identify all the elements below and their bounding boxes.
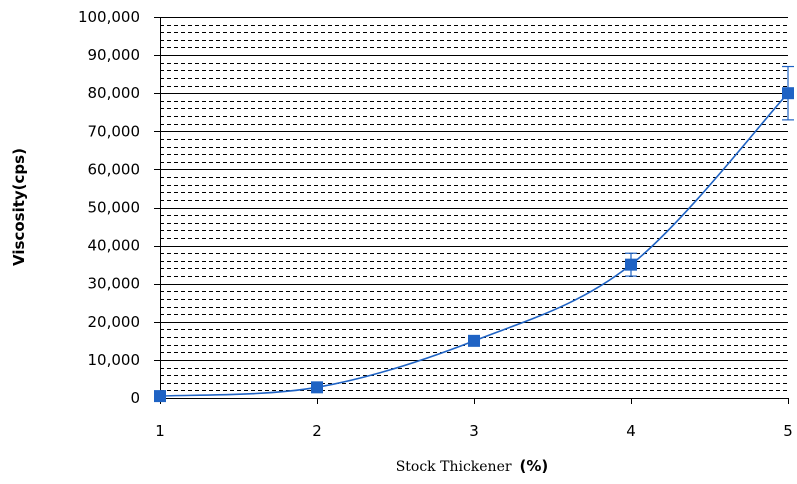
y-tick-label: 40,000	[88, 237, 141, 255]
x-tick-label: 1	[155, 422, 165, 440]
y-tick-label: 30,000	[88, 275, 141, 293]
series-line	[159, 92, 789, 397]
y-tick-labels: 0 10,000 20,000 30,000 40,000 50,000 60,000 70,…	[78, 8, 140, 407]
data-point-marker	[782, 87, 794, 100]
y-tick-label: 60,000	[88, 160, 141, 178]
data-point-marker	[468, 334, 480, 347]
y-axis-label: Viscosity(cps)	[10, 148, 28, 266]
x-tick-label: 4	[626, 422, 636, 440]
data-point-marker	[154, 390, 166, 403]
y-tick-label: 80,000	[88, 84, 141, 102]
data-point-marker	[625, 258, 637, 271]
x-axis-label-unit: (%)	[520, 457, 549, 475]
x-tick-label: 2	[312, 422, 322, 440]
x-tick-labels: 1 2 3 4 5	[155, 422, 793, 440]
y-tick-label: 10,000	[88, 351, 141, 369]
y-tick-label: 50,000	[88, 199, 141, 217]
x-tick-label: 5	[783, 422, 793, 440]
axes	[154, 17, 789, 404]
y-tick-label: 90,000	[88, 46, 141, 64]
series	[154, 65, 794, 403]
y-tick-label: 70,000	[88, 122, 141, 140]
x-tick-label: 3	[469, 422, 479, 440]
data-point-marker	[311, 381, 323, 394]
y-tick-label: 100,000	[78, 8, 140, 26]
y-tick-label: 0	[130, 389, 140, 407]
x-axis-label-text: Stock Thickener	[396, 459, 512, 475]
y-tick-label: 20,000	[88, 313, 141, 331]
grid	[160, 17, 788, 391]
x-axis-label: Stock Thickener (%)	[396, 457, 549, 475]
